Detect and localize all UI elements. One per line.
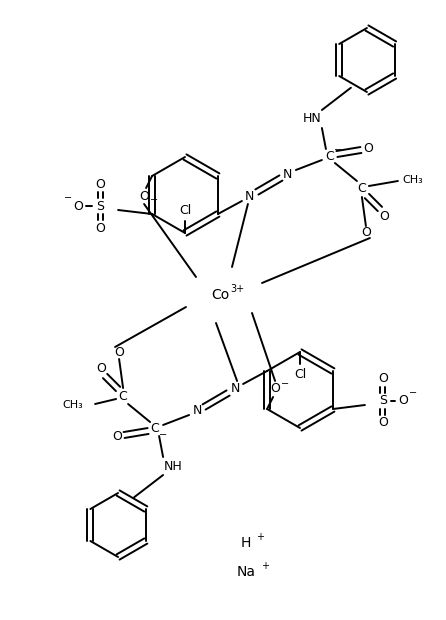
Text: −: − <box>409 388 417 398</box>
Text: CH₃: CH₃ <box>402 175 423 185</box>
Text: C: C <box>151 422 160 435</box>
Text: HN: HN <box>302 112 321 125</box>
Text: −: − <box>150 195 158 205</box>
Text: O: O <box>139 190 149 203</box>
Text: N: N <box>245 190 255 203</box>
Text: O: O <box>95 177 105 190</box>
Text: N: N <box>192 404 202 417</box>
Text: O: O <box>73 200 83 213</box>
Text: O: O <box>95 221 105 234</box>
Text: Co: Co <box>211 288 229 302</box>
Text: O: O <box>114 347 124 360</box>
Text: H: H <box>241 536 251 550</box>
Text: C: C <box>119 391 128 404</box>
Text: O: O <box>96 363 106 376</box>
Text: O: O <box>363 141 373 154</box>
Text: +: + <box>261 561 269 571</box>
Text: +: + <box>256 532 264 542</box>
Text: O: O <box>270 383 280 396</box>
Text: −: − <box>64 193 72 203</box>
Text: NH: NH <box>164 461 182 474</box>
Text: −: − <box>281 379 289 389</box>
Text: C: C <box>358 182 366 195</box>
Text: −: − <box>159 430 167 440</box>
Text: N: N <box>283 167 293 180</box>
Text: −: − <box>334 145 342 155</box>
Text: N: N <box>231 383 240 396</box>
Text: Cl: Cl <box>179 205 191 218</box>
Text: Na: Na <box>236 565 256 579</box>
Text: O: O <box>378 373 388 386</box>
Text: S: S <box>379 394 387 407</box>
Text: C: C <box>326 149 334 162</box>
Text: O: O <box>112 430 122 443</box>
Text: O: O <box>379 210 389 223</box>
Text: O: O <box>378 417 388 430</box>
Text: O: O <box>361 226 371 239</box>
Text: O: O <box>398 394 408 407</box>
Text: CH₃: CH₃ <box>62 400 83 410</box>
Text: Cl: Cl <box>294 368 306 381</box>
Text: S: S <box>96 200 104 213</box>
Text: 3+: 3+ <box>230 284 244 294</box>
